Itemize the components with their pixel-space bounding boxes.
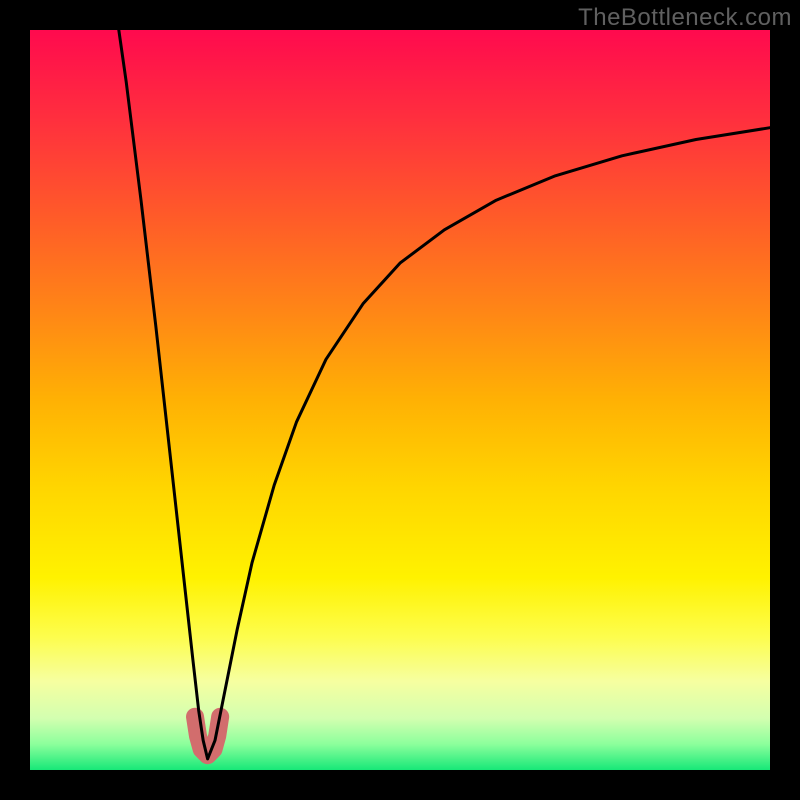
plot-area bbox=[0, 0, 800, 800]
chart-frame: TheBottleneck.com bbox=[0, 0, 800, 800]
gradient-background bbox=[30, 30, 770, 770]
watermark-text: TheBottleneck.com bbox=[578, 4, 792, 32]
bottleneck-curve-chart bbox=[0, 0, 800, 800]
